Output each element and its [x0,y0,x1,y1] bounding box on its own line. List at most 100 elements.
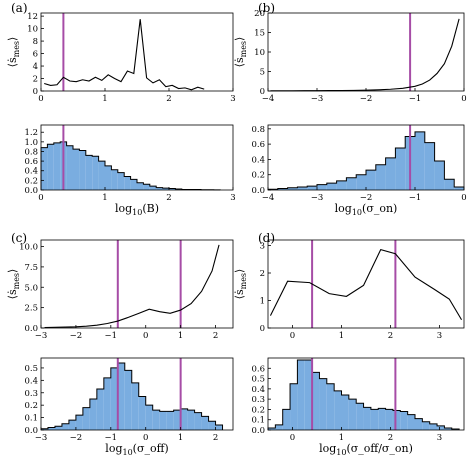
histogram-bar [159,411,167,430]
x-tick-label: −2 [70,331,83,341]
histogram-bar [400,411,408,430]
panel-b: (b) −4 −3 −2 −1 0 0.0 0.2 0.4 0.6 0.8 −4 −3 −2 −1 0 0 5 10… [233,1,467,217]
y-tick-label: 1 [260,297,265,307]
x-axis-label: log10(σ_off/σ_on) [319,442,413,457]
series-line [44,244,220,329]
y-tick-label: 0.6 [251,364,265,374]
histogram-bar [366,170,376,190]
x-tick-label: 2 [166,193,171,203]
axes-frame [267,12,465,92]
histogram-bar [85,155,93,190]
histogram-bar [110,367,118,430]
histogram-bar [41,428,48,430]
histogram-bar [385,157,396,190]
histogram-bar [277,188,288,190]
x-tick-label: −2 [70,433,83,443]
x-tick-label: −2 [360,94,373,104]
x-tick-label: 0 [290,433,295,443]
y-tick-label: 0 [33,87,38,97]
panel-label: (a) [11,1,28,15]
y-tick-label: 0.4 [24,376,38,386]
histogram-bar [169,188,176,190]
histogram-bar [89,398,97,430]
x-tick-label: −2 [360,193,373,203]
x-tick-label: 0 [461,193,466,203]
y-tick-label: 2 [260,269,265,279]
histogram-bar [370,409,379,430]
y-axis-label: ⟨ṡmes⟩ [233,37,248,68]
histogram-bar [180,408,188,430]
y-tick-label: 0.5 [24,364,38,374]
y-tick-label: 7.5 [24,263,38,273]
histogram-bar [201,416,209,430]
histogram-bar [166,411,174,430]
x-axis-label: log10(σ_on) [335,202,398,217]
y-axis-label: ⟨ṡmes⟩ [233,269,248,300]
x-axis-label: log10(B) [115,202,159,217]
histogram-bar [130,179,137,190]
histogram-bar [444,179,455,190]
histogram-bar [434,160,445,190]
histogram-bar [378,408,386,430]
y-tick-label: 0.4 [24,167,38,177]
x-tick-label: −4 [262,193,275,203]
y-tick-label: 1.0 [24,138,38,148]
y-tick-label: 0.2 [24,176,38,186]
x-tick-label: 1 [339,331,344,341]
histogram-axes: 0 1 2 3 0.00.10.20.30.40.50.6 [251,357,465,443]
histogram-bar [415,131,425,190]
histogram-bar [96,389,104,430]
x-tick-label: −1 [105,433,118,443]
histogram-bar [53,142,61,190]
histogram-outline [40,141,221,191]
x-tick-label: −1 [409,193,422,203]
series-line [269,248,463,321]
histogram-bar [346,177,357,190]
histogram-bar [444,427,452,430]
histogram-bar [290,383,298,430]
axes-frame [40,124,234,191]
x-tick-label: −4 [262,94,275,104]
histogram-bar [143,184,150,190]
histogram-bar [162,188,169,190]
histogram-bar [275,424,283,430]
histogram-bar [47,144,54,190]
histogram-bar [79,150,86,190]
x-tick-label: −3 [35,331,48,341]
series-line [44,19,205,91]
histogram-bar [105,165,112,190]
histogram-bar [451,428,460,430]
y-tick-label: 6 [33,50,38,60]
y-tick-label: 0.4 [251,385,265,395]
histogram-bar [307,186,317,190]
x-tick-label: 0 [143,331,148,341]
x-tick-label: −1 [409,94,422,104]
histogram-bar [138,396,146,430]
line-axes: −4 −3 −2 −1 0 0 5 10 15 20 [254,9,467,104]
histogram-bar [82,407,90,430]
histogram-bar [215,425,223,430]
panel-label: (b) [258,1,275,15]
histogram-bar [375,164,386,190]
histogram-bar [437,425,445,430]
y-tick-label: 0.0 [24,426,38,436]
histogram-bar [124,370,132,430]
histogram-axes: 0 1 2 3 0.00.20.40.60.81.01.2 [24,124,236,203]
histogram-outline [40,362,224,430]
y-tick-label: 1.2 [24,128,38,138]
y-tick-label: 0.8 [251,125,265,135]
panel-label: (d) [258,231,275,245]
y-tick-label: 2.5 [24,304,38,314]
histogram-bar [173,410,181,430]
y-tick-label: 0.2 [251,171,265,181]
y-tick-label: 0.1 [24,414,38,424]
x-tick-label: 2 [166,94,171,104]
histogram-bar [454,186,464,190]
x-tick-label: 3 [437,331,442,341]
x-tick-label: 0 [290,331,295,341]
y-tick-label: 0.2 [251,405,265,415]
y-tick-label: 10 [254,48,265,58]
histogram-bar [54,426,62,430]
histogram-bar [268,427,276,430]
